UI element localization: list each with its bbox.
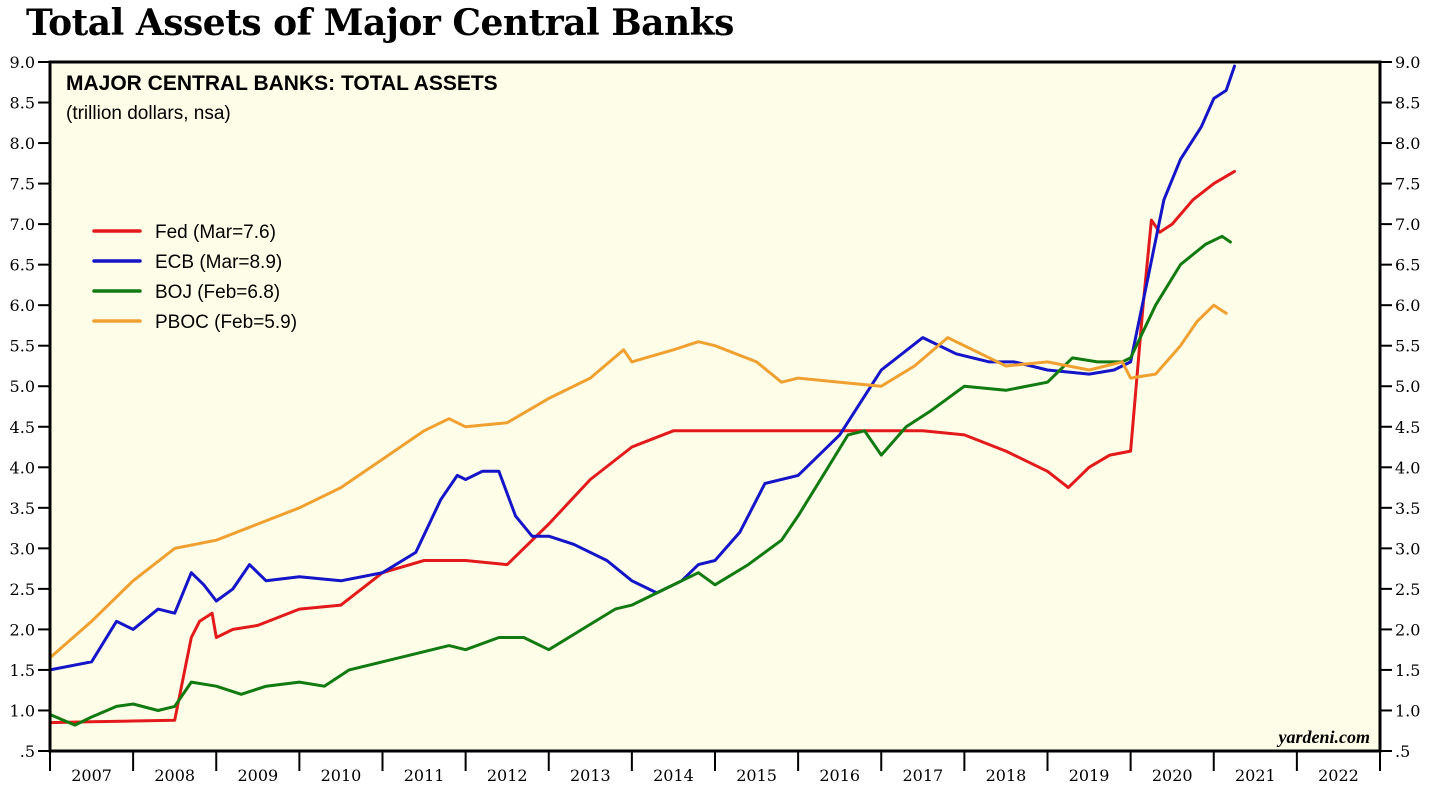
y-tick-label-left: 5.0 bbox=[10, 377, 35, 396]
y-tick-label-right: 8.5 bbox=[1395, 94, 1420, 113]
x-tick-label: 2014 bbox=[653, 766, 694, 785]
y-tick-label-left: 2.0 bbox=[10, 620, 35, 639]
y-tick-label-right: 6.5 bbox=[1395, 256, 1420, 275]
y-tick-label-left: 9.0 bbox=[10, 53, 35, 72]
x-tick-label: 2009 bbox=[237, 766, 278, 785]
x-tick-label: 2008 bbox=[154, 766, 195, 785]
y-tick-label-left: 7.0 bbox=[10, 215, 35, 234]
x-tick-label: 2010 bbox=[321, 766, 362, 785]
x-tick-label: 2021 bbox=[1235, 766, 1276, 785]
y-tick-label-right: 4.0 bbox=[1395, 458, 1420, 477]
y-tick-label-right: 7.5 bbox=[1395, 175, 1420, 194]
legend-label: BOJ (Feb=6.8) bbox=[155, 282, 280, 303]
x-axis: 2007 2008 2009 2010 2011 2012 2013 2014 2015 2016… bbox=[49, 751, 1381, 785]
x-tick-label: 2022 bbox=[1318, 766, 1359, 785]
legend-label: ECB (Mar=8.9) bbox=[155, 252, 282, 273]
y-tick-label-right: 3.0 bbox=[1395, 539, 1420, 558]
chart-title: MAJOR CENTRAL BANKS: TOTAL ASSETS bbox=[66, 72, 498, 95]
y-tick-label-right: 3.5 bbox=[1395, 499, 1420, 518]
y-tick-label-left: 3.0 bbox=[10, 539, 35, 558]
y-tick-label-left: 4.0 bbox=[10, 458, 35, 477]
y-tick-label-right: 1.0 bbox=[1395, 701, 1420, 720]
x-tick-label: 2012 bbox=[487, 766, 528, 785]
y-tick-label-left: 4.5 bbox=[10, 418, 35, 437]
y-tick-label-right: 6.0 bbox=[1395, 296, 1420, 315]
x-tick-label: 2020 bbox=[1152, 766, 1193, 785]
y-tick-label-left: 8.0 bbox=[10, 134, 35, 153]
page-title: Total Assets of Major Central Banks bbox=[26, 2, 734, 44]
x-tick-label: 2007 bbox=[71, 766, 112, 785]
y-tick-label-left: 1.0 bbox=[10, 701, 35, 720]
series-line-boj bbox=[48, 234, 1232, 727]
y-tick-label-right: 1.5 bbox=[1395, 661, 1420, 680]
series-layer bbox=[48, 64, 1236, 727]
y-tick-label-right: 4.5 bbox=[1395, 418, 1420, 437]
chart-subtitle: (trillion dollars, nsa) bbox=[66, 103, 231, 124]
x-tick-label: 2016 bbox=[819, 766, 860, 785]
y-tick-label-right: 5.5 bbox=[1395, 337, 1420, 356]
x-tick-label: 2011 bbox=[404, 766, 445, 785]
y-tick-label-right: 5.0 bbox=[1395, 377, 1420, 396]
x-tick-label: 2019 bbox=[1069, 766, 1110, 785]
legend-label: PBOC (Feb=5.9) bbox=[155, 312, 297, 333]
y-tick-label-right: 2.0 bbox=[1395, 620, 1420, 639]
y-tick-label-left: 3.5 bbox=[10, 499, 35, 518]
y-tick-label-left: 1.5 bbox=[10, 661, 35, 680]
y-tick-label-right: .5 bbox=[1395, 742, 1410, 761]
y-tick-label-left: 7.5 bbox=[10, 175, 35, 194]
legend-label: Fed (Mar=7.6) bbox=[155, 222, 276, 243]
y-axis-left: 9.0 8.5 8.0 7.5 7.0 6.5 6.0 5.5 5.0 4.5 4.0 3.5 3.0 2… bbox=[10, 53, 50, 761]
x-tick-label: 2018 bbox=[986, 766, 1027, 785]
y-tick-label-right: 2.5 bbox=[1395, 580, 1420, 599]
y-tick-label-left: 5.5 bbox=[10, 337, 35, 356]
x-tick-label: 2013 bbox=[570, 766, 611, 785]
x-tick-label: 2017 bbox=[902, 766, 943, 785]
y-tick-label-left: 2.5 bbox=[10, 580, 35, 599]
y-tick-label-left: 8.5 bbox=[10, 94, 35, 113]
series-line-ecb bbox=[48, 64, 1236, 672]
y-tick-label-left: .5 bbox=[20, 742, 35, 761]
legend: Fed (Mar=7.6) ECB (Mar=8.9) BOJ (Feb=6.8) P… bbox=[92, 222, 297, 333]
y-tick-label-left: 6.5 bbox=[10, 256, 35, 275]
plot-background bbox=[50, 62, 1380, 751]
y-tick-label-right: 8.0 bbox=[1395, 134, 1420, 153]
x-tick-label: 2015 bbox=[736, 766, 777, 785]
y-axis-right: 9.0 8.5 8.0 7.5 7.0 6.5 6.0 5.5 5.0 4.5 4.0 3.5 3.0 2… bbox=[1380, 53, 1420, 761]
source-label: yardeni.com bbox=[1277, 727, 1371, 747]
series-line-pboc bbox=[48, 303, 1228, 660]
y-tick-label-right: 9.0 bbox=[1395, 53, 1420, 72]
y-tick-label-left: 6.0 bbox=[10, 296, 35, 315]
y-tick-label-right: 7.0 bbox=[1395, 215, 1420, 234]
